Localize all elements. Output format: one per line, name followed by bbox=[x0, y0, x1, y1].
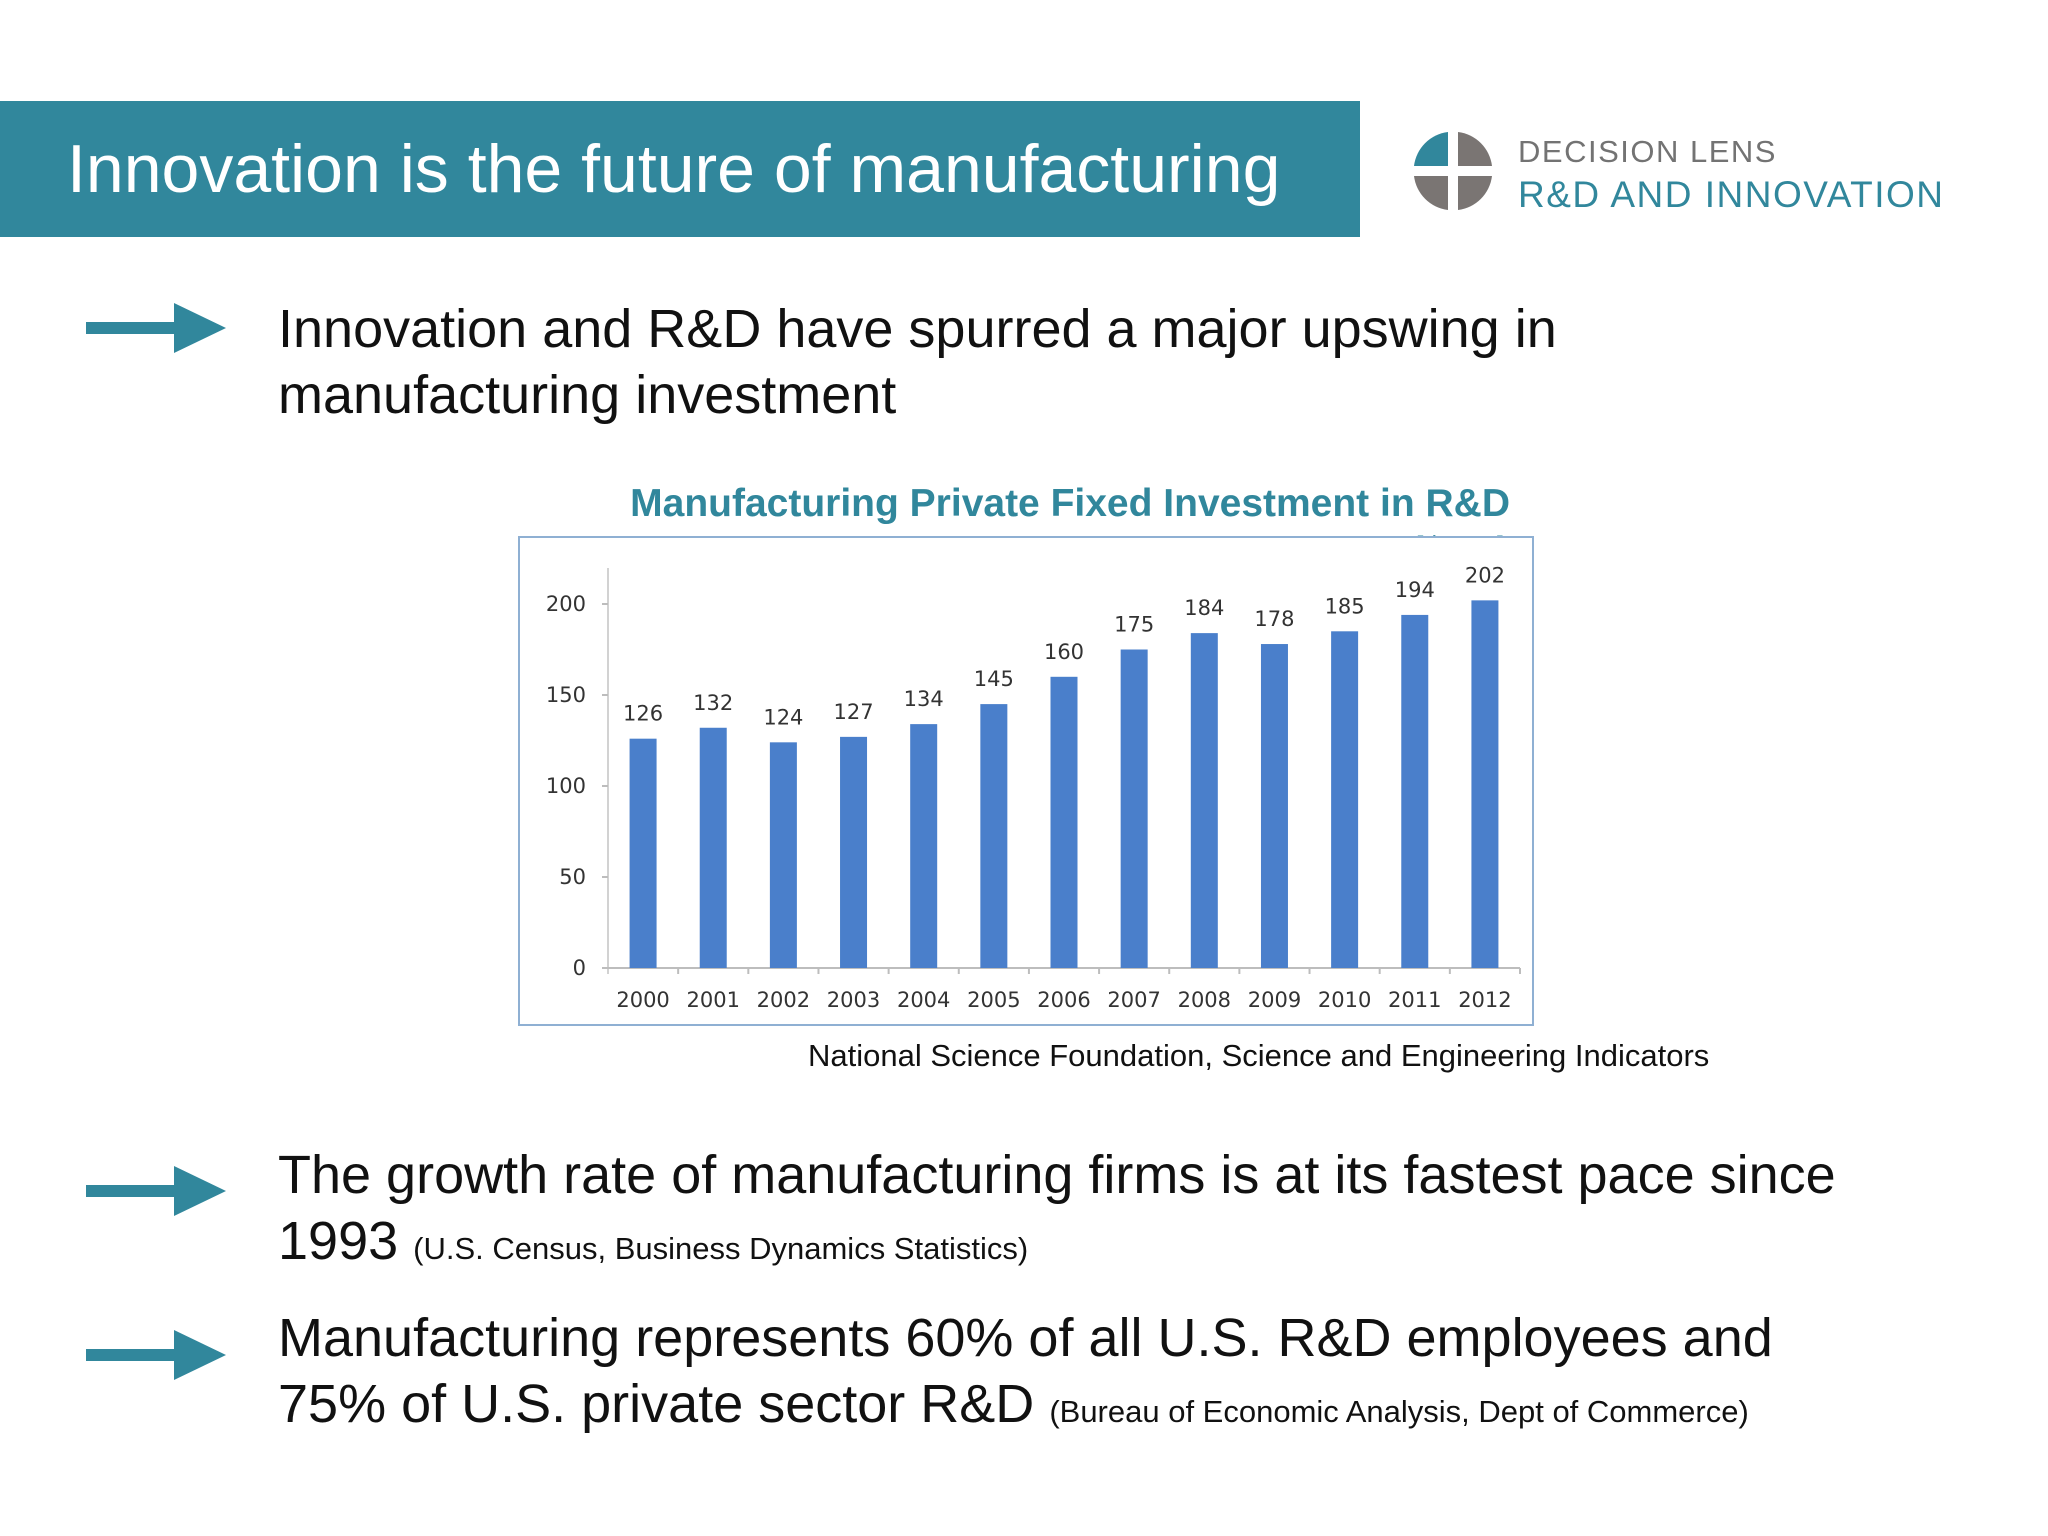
bar bbox=[1331, 631, 1359, 968]
data-label: 124 bbox=[763, 705, 803, 729]
data-label: 178 bbox=[1254, 607, 1294, 631]
bar bbox=[1120, 649, 1148, 968]
x-tick-label: 2008 bbox=[1178, 988, 1231, 1012]
data-label: 145 bbox=[974, 667, 1014, 691]
data-label: 202 bbox=[1465, 563, 1505, 587]
data-label: 184 bbox=[1184, 596, 1224, 620]
bar bbox=[769, 742, 797, 968]
bullet-2-source: (U.S. Census, Business Dynamics Statisti… bbox=[413, 1231, 1029, 1266]
x-tick-label: 2006 bbox=[1037, 988, 1090, 1012]
bullet-2-text: The growth rate of manufacturing firms i… bbox=[278, 1145, 1836, 1271]
x-tick-label: 2004 bbox=[897, 988, 950, 1012]
logo-text-line2: R&D AND INNOVATION bbox=[1518, 174, 1945, 215]
bar bbox=[1471, 600, 1499, 968]
y-tick-label: 50 bbox=[559, 865, 586, 889]
bar-chart: 0 50 100 150 200 126 2000 132 2001 124 2002 127 2003… bbox=[518, 536, 1534, 1026]
x-tick-label: 2007 bbox=[1107, 988, 1160, 1012]
data-label: 126 bbox=[623, 702, 663, 726]
bar bbox=[629, 738, 657, 968]
data-label: 194 bbox=[1395, 578, 1435, 602]
arrow-right-icon bbox=[86, 303, 226, 353]
x-tick-label: 2003 bbox=[827, 988, 880, 1012]
bar bbox=[910, 724, 938, 968]
bar bbox=[1190, 633, 1218, 968]
x-tick-label: 2000 bbox=[616, 988, 669, 1012]
x-tick-label: 2001 bbox=[687, 988, 740, 1012]
data-label: 134 bbox=[904, 687, 944, 711]
x-tick-label: 2009 bbox=[1248, 988, 1301, 1012]
chart-svg: 0 50 100 150 200 126 2000 132 2001 124 2002 127 2003… bbox=[546, 563, 1521, 1012]
data-label: 127 bbox=[833, 700, 873, 724]
x-tick-label: 2011 bbox=[1388, 988, 1441, 1012]
bullet-3-source: (Bureau of Economic Analysis, Dept of Co… bbox=[1049, 1394, 1749, 1429]
x-tick-label: 2012 bbox=[1458, 988, 1511, 1012]
y-tick-label: 150 bbox=[546, 683, 586, 707]
x-tick-label: 2005 bbox=[967, 988, 1020, 1012]
logo-text-line1: DECISION LENS bbox=[1518, 134, 1777, 169]
bar bbox=[980, 704, 1008, 968]
title-bar: Innovation is the future of manufacturin… bbox=[0, 101, 1360, 237]
chart-source: National Science Foundation, Science and… bbox=[808, 1038, 1710, 1073]
bullet-1: Innovation and R&D have spurred a major … bbox=[278, 296, 1838, 428]
bar bbox=[840, 736, 868, 968]
data-label: 175 bbox=[1114, 613, 1154, 637]
data-label: 132 bbox=[693, 691, 733, 715]
bullet-2: The growth rate of manufacturing firms i… bbox=[278, 1142, 1838, 1282]
logo-mark-icon bbox=[1414, 132, 1492, 210]
bar bbox=[699, 727, 727, 968]
y-tick-label: 0 bbox=[573, 956, 586, 980]
data-label: 185 bbox=[1325, 594, 1365, 618]
bullet-3-text: Manufacturing represents 60% of all U.S.… bbox=[278, 1308, 1773, 1434]
y-tick-label: 100 bbox=[546, 774, 586, 798]
bullet-1-text: Innovation and R&D have spurred a major … bbox=[278, 299, 1557, 425]
x-tick-label: 2002 bbox=[757, 988, 810, 1012]
arrow-right-icon bbox=[86, 1330, 226, 1380]
y-tick-label: 200 bbox=[546, 592, 586, 616]
slide-title: Innovation is the future of manufacturin… bbox=[67, 131, 1281, 207]
bullet-3: Manufacturing represents 60% of all U.S.… bbox=[278, 1305, 1838, 1445]
bar bbox=[1260, 644, 1288, 968]
data-label: 160 bbox=[1044, 640, 1084, 664]
decision-lens-logo: DECISION LENS R&D AND INNOVATION bbox=[1404, 118, 2004, 238]
arrow-right-icon bbox=[86, 1166, 226, 1216]
bar bbox=[1401, 614, 1429, 968]
bar bbox=[1050, 676, 1078, 968]
x-tick-label: 2010 bbox=[1318, 988, 1371, 1012]
